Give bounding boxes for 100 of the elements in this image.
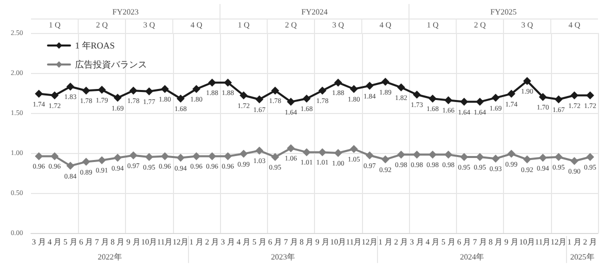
x-tick-label: 10月	[141, 238, 158, 246]
point	[523, 155, 532, 164]
point	[586, 91, 594, 100]
text: 3 Q	[521, 20, 534, 30]
point	[444, 150, 452, 159]
point	[350, 145, 358, 153]
point	[176, 94, 185, 103]
x-tick-label: 4 月	[48, 238, 62, 246]
text: 2 Q	[474, 20, 486, 30]
point	[507, 90, 516, 98]
point	[192, 152, 200, 160]
point	[50, 91, 59, 100]
x-tick-label: 7 月	[284, 238, 298, 246]
x-tick-label: 11月	[157, 238, 173, 246]
text: 2025年	[570, 252, 594, 262]
point	[366, 82, 374, 90]
point	[570, 91, 578, 100]
point	[271, 86, 280, 95]
point	[50, 152, 59, 160]
text: FY2024	[301, 8, 328, 16]
point	[34, 152, 43, 160]
point	[160, 85, 169, 93]
x-tick-label: 3 月	[32, 238, 46, 246]
point	[381, 155, 390, 164]
point	[145, 153, 154, 161]
point	[129, 151, 138, 160]
point	[240, 91, 248, 100]
text: 4 Q	[568, 20, 580, 30]
text: FY2025	[490, 8, 517, 16]
point	[255, 146, 264, 155]
point	[318, 148, 326, 156]
x-tick-label: 1 月	[567, 238, 582, 246]
x-tick-label: 5 月	[252, 238, 266, 246]
point	[460, 98, 468, 106]
point	[428, 94, 437, 103]
x-tick-label: 7 月	[472, 238, 487, 246]
x-tick-label: 11月	[346, 238, 362, 246]
x-tick-label: 4 月	[236, 238, 251, 246]
point	[302, 148, 311, 156]
x-tick-label: 2 月	[394, 238, 408, 246]
point	[444, 96, 452, 104]
point	[66, 162, 74, 170]
point	[554, 95, 563, 104]
text: 2 Q	[284, 20, 297, 30]
x-tick-label: 7 月	[94, 238, 109, 246]
point	[412, 90, 421, 99]
text: 3 Q	[332, 20, 344, 30]
x-tick-label: 2 月	[583, 238, 598, 246]
point	[492, 154, 500, 163]
point	[428, 150, 437, 159]
x-tick-label: 6 月	[268, 238, 282, 246]
text: 4 Q	[190, 20, 202, 30]
text: 1 Q	[48, 20, 61, 30]
point	[334, 149, 342, 157]
point	[66, 82, 74, 91]
point	[334, 78, 342, 87]
text: 2022年	[98, 252, 122, 262]
point	[538, 154, 547, 162]
point	[412, 150, 421, 159]
text: 4 Q	[379, 20, 392, 30]
point	[492, 94, 500, 102]
point	[176, 154, 185, 162]
x-tick-label: 3 月	[410, 238, 424, 246]
x-tick-label: 1 月	[378, 238, 392, 246]
point	[129, 86, 138, 95]
point	[240, 150, 248, 158]
x-tick-label: 6 月	[457, 238, 472, 246]
point	[224, 78, 232, 87]
point	[224, 152, 232, 160]
point	[318, 86, 326, 95]
text: 1 Q	[426, 20, 439, 30]
x-tick-label: 5 月	[63, 238, 78, 246]
point	[397, 83, 406, 92]
text: 1 Q	[238, 20, 250, 30]
x-tick-label: 8 月	[488, 238, 503, 246]
point	[397, 150, 406, 159]
x-tick-label: 10月	[519, 238, 536, 246]
x-tick-label: 9 月	[315, 238, 330, 246]
text: 3 Q	[143, 20, 156, 30]
point	[114, 154, 122, 162]
point	[366, 151, 374, 160]
point	[82, 86, 90, 95]
point	[381, 78, 390, 86]
text: 2023年	[271, 252, 295, 262]
x-tick-label: 8 月	[110, 238, 125, 246]
point	[523, 77, 532, 85]
point	[570, 157, 578, 165]
point	[98, 156, 106, 164]
legend-label: 広告投資バランス	[75, 60, 147, 70]
point	[82, 158, 90, 166]
point	[160, 152, 169, 160]
point	[192, 85, 200, 93]
point	[350, 85, 358, 93]
point	[208, 152, 216, 160]
point	[114, 94, 122, 102]
text: 2024年	[460, 252, 484, 262]
point	[286, 98, 295, 106]
x-tick-label: 6 月	[79, 238, 94, 246]
point	[586, 153, 594, 161]
point	[554, 153, 563, 161]
